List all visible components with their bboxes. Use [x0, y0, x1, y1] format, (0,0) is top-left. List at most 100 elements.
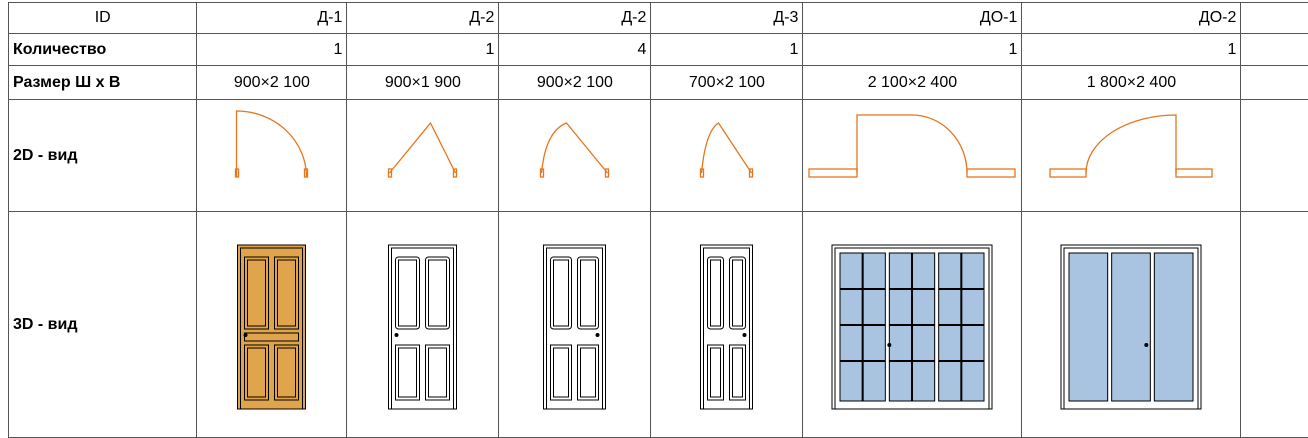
panel [550, 344, 573, 400]
handle [887, 342, 892, 347]
header-cell: Д-1 [196, 2, 348, 34]
door-frame [700, 244, 754, 409]
door-3d-icon [831, 244, 993, 409]
panel-inner [398, 259, 418, 326]
model-view-cell [196, 211, 348, 438]
header-cell: ДО-1 [802, 2, 1023, 34]
wall [1175, 167, 1214, 178]
door-3d-icon [388, 244, 458, 409]
door-frame-inner [240, 247, 304, 409]
header-cell: ДО-2 [1021, 2, 1242, 34]
panel [729, 256, 747, 329]
jamb [453, 167, 458, 178]
jamb [749, 167, 754, 178]
panel-inner [428, 347, 448, 397]
header-row: ID Д-1 Д-2 Д-2 Д-3 ДО-1 ДО-2 [7, 2, 1308, 34]
wall [966, 167, 1017, 178]
door-swing [236, 109, 308, 177]
door-plan-icon [1049, 113, 1214, 178]
table-row: Количество 1 1 4 1 1 1 [7, 33, 1308, 66]
panel [274, 256, 300, 329]
door-plan-icon [700, 121, 754, 178]
door-schedule-table: ID Д-1 Д-2 Д-2 Д-3 ДО-1 ДО-2 Количество 1 1 4 1 1 1 Ра… [7, 2, 1308, 438]
size-cell: 1 800×2 400 [1021, 65, 1242, 100]
door-3d-icon [700, 244, 754, 409]
plan-view-cell [1021, 99, 1242, 212]
door-frame [543, 244, 607, 409]
door-plan-icon [808, 113, 1017, 178]
panel [244, 344, 270, 400]
wall [1049, 167, 1088, 178]
quantity-cell: 1 [346, 33, 500, 66]
door-plan-icon [235, 109, 309, 178]
model-view-cell [1021, 211, 1242, 438]
panel [577, 256, 600, 329]
size-cell: 700×2 100 [650, 65, 804, 100]
quantity-cell: 1 [196, 33, 348, 66]
header-cell: Д-2 [498, 2, 652, 34]
panel-inner [580, 347, 597, 397]
jamb [388, 167, 393, 178]
panel [274, 344, 300, 400]
glass [1068, 252, 1109, 401]
table-row: 2D - вид [7, 99, 1308, 212]
panel-inner [710, 259, 722, 326]
door-frame-inner [1063, 247, 1199, 409]
door-swing [1085, 113, 1178, 173]
size-cell: 900×2 100 [196, 65, 348, 100]
panel-inner [553, 259, 570, 326]
panel-inner [553, 347, 570, 397]
model-view-cell [802, 211, 1023, 438]
panel-inner [732, 259, 744, 326]
door-swing [701, 121, 753, 173]
door-3d-icon [543, 244, 607, 409]
handle [595, 332, 600, 337]
empty-cell [1240, 99, 1308, 212]
panel-inner [428, 259, 448, 326]
door-plan-icon [540, 121, 610, 178]
door-3d-icon [237, 244, 307, 409]
panel-inner [580, 259, 597, 326]
panel [395, 256, 421, 329]
panel-inner [277, 259, 297, 326]
panel [244, 256, 270, 329]
plan-view-cell [498, 99, 652, 212]
handle [394, 332, 399, 337]
table-row: Размер Ш х В 900×2 100 900×1 900 900×2 100 7… [7, 65, 1308, 100]
model-view-cell [346, 211, 500, 438]
panel [707, 256, 725, 329]
size-cell: 900×1 900 [346, 65, 500, 100]
door-frame-inner [834, 247, 990, 409]
row-label: Размер Ш х В [7, 65, 198, 100]
panel-inner [277, 347, 297, 397]
panel [550, 256, 573, 329]
door-frame [388, 244, 458, 409]
door-frame-inner [391, 247, 455, 409]
empty-cell [1240, 211, 1308, 438]
jamb [605, 167, 610, 178]
door-swing [856, 113, 969, 173]
panel [707, 344, 725, 400]
row-label: 2D - вид [7, 99, 198, 212]
panel [425, 344, 451, 400]
handle [243, 332, 248, 337]
model-view-cell [498, 211, 652, 438]
panel-inner [710, 347, 722, 397]
plan-view-cell [802, 99, 1023, 212]
header-cell: Д-2 [346, 2, 500, 34]
panel-inner [247, 347, 267, 397]
door-frame-inner [703, 247, 751, 409]
model-view-cell [650, 211, 804, 438]
door-swing [389, 121, 457, 173]
handle [1144, 342, 1149, 347]
door-frame [237, 244, 307, 409]
panel-inner [247, 259, 267, 326]
row-label: Количество [7, 33, 198, 66]
door-3d-icon [1060, 244, 1202, 409]
panel-inner [398, 347, 418, 397]
door-swing [541, 121, 609, 173]
size-cell: 900×2 100 [498, 65, 652, 100]
glass [1111, 252, 1152, 401]
empty-cell [1240, 65, 1308, 100]
quantity-cell: 4 [498, 33, 652, 66]
